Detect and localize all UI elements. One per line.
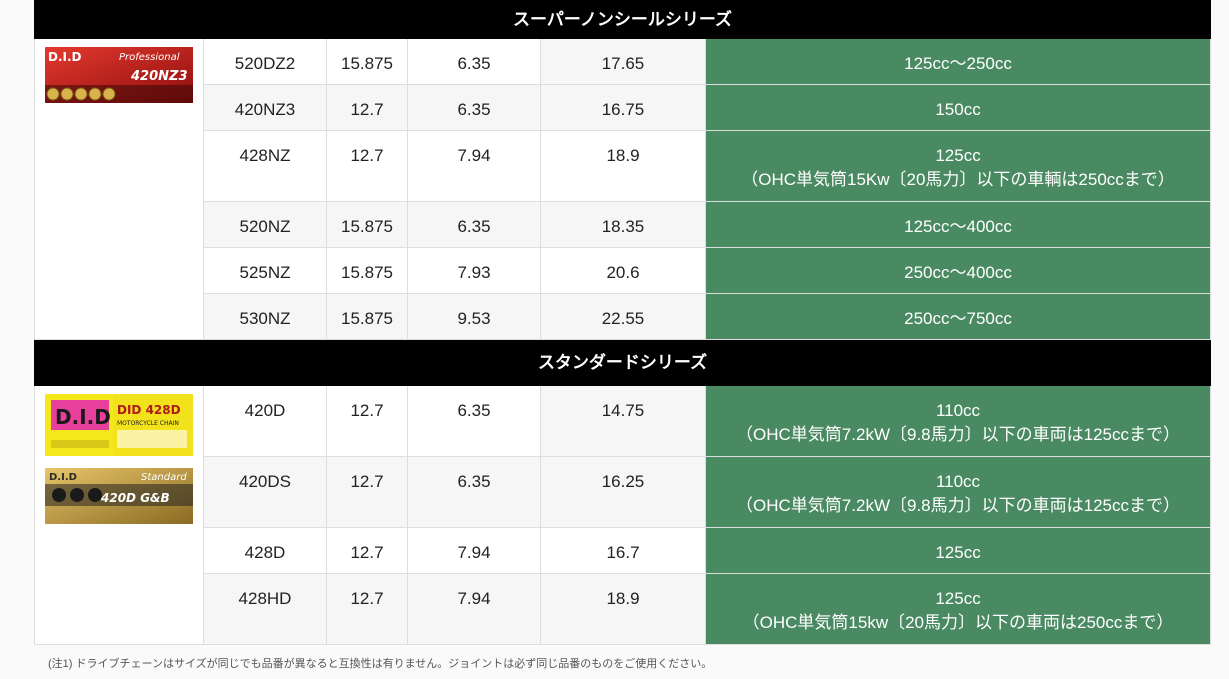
logo-series-text: Standard — [141, 472, 187, 483]
cell-width: 7.94 — [407, 573, 541, 645]
cell-height: 17.65 — [540, 38, 706, 85]
chain-spec-table: スーパーノンシールシリーズ — [33, 0, 1212, 645]
did-428d-logo: D.I.D DID 428D MOTORCYCLE CHAIN — [45, 394, 203, 456]
usage-main: 125cc～400cc — [904, 217, 1012, 236]
table-row: 428NZ 12.7 7.94 18.9 125cc （OHC単気筒15Kw〔2… — [35, 130, 1212, 202]
cell-height: 22.55 — [540, 293, 706, 340]
usage-note: （OHC単気筒7.2kW〔9.8馬力〕以下の車両は125ccまで） — [736, 496, 1180, 515]
did-professional-420nz3-logo: D.I.D Professional 420NZ3 — [45, 47, 203, 103]
cell-height: 16.25 — [540, 456, 706, 528]
usage-main: 150cc — [935, 100, 981, 119]
table-row: D.I.D DID 428D MOTORCYCLE CHAIN — [34, 385, 1212, 645]
cell-model: 525NZ — [203, 247, 327, 294]
section-header-row: スタンダードシリーズ — [33, 339, 1212, 386]
section-title-super-nonseal: スーパーノンシールシリーズ — [33, 0, 1212, 39]
cell-width: 7.94 — [407, 527, 541, 574]
usage-main: 125cc — [935, 146, 981, 165]
usage-main: 125cc～250cc — [904, 54, 1012, 73]
cell-usage: 125cc～250cc — [704, 38, 1212, 85]
table-row: 520NZ 15.875 6.35 18.35 125cc～400cc — [35, 201, 1212, 248]
table-row: 428D 12.7 7.94 16.7 125cc — [35, 527, 1212, 574]
cell-width: 7.94 — [407, 130, 541, 202]
chain-spec-table-container: スーパーノンシールシリーズ — [33, 0, 1212, 645]
logo-sub-text: MOTORCYCLE CHAIN — [117, 420, 179, 427]
table-row: 525NZ 15.875 7.93 20.6 250cc～400cc — [35, 247, 1212, 294]
cell-usage: 150cc — [704, 84, 1212, 131]
usage-main: 110cc — [935, 401, 981, 420]
cell-height: 18.9 — [540, 130, 706, 202]
section-title-standard: スタンダードシリーズ — [33, 339, 1212, 386]
footnote: (注1) ドライブチェーンはサイズが同じでも品番が異なると互換性は有りません。ジ… — [48, 658, 713, 670]
cell-usage: 250cc～750cc — [704, 293, 1212, 340]
cell-model: 428D — [203, 527, 327, 574]
cell-width: 7.93 — [407, 247, 541, 294]
cell-model: 420NZ3 — [203, 84, 327, 131]
logo-model-text: 420NZ3 — [130, 69, 188, 84]
usage-main: 125cc — [935, 589, 981, 608]
cell-model: 520DZ2 — [203, 38, 327, 85]
cell-usage: 250cc～400cc — [704, 247, 1212, 294]
cell-model: 420DS — [203, 456, 327, 528]
cell-height: 16.75 — [540, 84, 706, 131]
table-row: D.I.D Professional 420NZ3 520DZ2 15.875 … — [34, 38, 1212, 340]
cell-height: 14.75 — [540, 385, 706, 457]
logo-brand-text: D.I.D — [49, 472, 77, 483]
product-image-cell: D.I.D Professional 420NZ3 — [34, 38, 204, 340]
cell-pitch: 15.875 — [326, 293, 408, 340]
cell-pitch: 15.875 — [326, 38, 408, 85]
cell-pitch: 12.7 — [326, 84, 408, 131]
usage-main: 110cc — [935, 472, 981, 491]
table-row: 420DS 12.7 6.35 16.25 110cc （OHC単気筒7.2kW… — [35, 456, 1212, 528]
section-header-row: スーパーノンシールシリーズ — [33, 0, 1212, 39]
cell-height: 20.6 — [540, 247, 706, 294]
cell-pitch: 12.7 — [326, 456, 408, 528]
cell-usage: 110cc （OHC単気筒7.2kW〔9.8馬力〕以下の車両は125ccまで） — [704, 456, 1212, 528]
table-row: 530NZ 15.875 9.53 22.55 250cc～750cc — [35, 293, 1212, 340]
cell-usage: 110cc （OHC単気筒7.2kW〔9.8馬力〕以下の車両は125ccまで） — [704, 385, 1212, 457]
cell-height: 18.9 — [540, 573, 706, 645]
usage-main: 125cc — [935, 543, 981, 562]
usage-main: 250cc～400cc — [904, 263, 1012, 282]
cell-model: 520NZ — [203, 201, 327, 248]
cell-usage: 125cc — [704, 527, 1212, 574]
cell-model: 428HD — [203, 573, 327, 645]
cell-width: 6.35 — [407, 456, 541, 528]
cell-pitch: 12.7 — [326, 130, 408, 202]
cell-pitch: 15.875 — [326, 247, 408, 294]
usage-note: （OHC単気筒15kw〔20馬力〕以下の車両は250ccまで） — [742, 613, 1174, 632]
cell-model: 530NZ — [203, 293, 327, 340]
cell-pitch: 12.7 — [326, 527, 408, 574]
usage-note: （OHC単気筒7.2kW〔9.8馬力〕以下の車両は125ccまで） — [736, 425, 1180, 444]
did-standard-420d-logo: D.I.D Standard 420D G&B — [45, 468, 203, 524]
logo-brand-text: D.I.D — [55, 405, 111, 429]
cell-pitch: 12.7 — [326, 385, 408, 457]
logo-series-text: Professional — [119, 52, 180, 63]
table-row: 428HD 12.7 7.94 18.9 125cc （OHC単気筒15kw〔2… — [35, 573, 1212, 645]
logo-model-text: DID 428D — [117, 403, 181, 417]
cell-model: 420D — [203, 385, 327, 457]
cell-pitch: 12.7 — [326, 573, 408, 645]
cell-height: 18.35 — [540, 201, 706, 248]
product-image-cell: D.I.D DID 428D MOTORCYCLE CHAIN — [34, 385, 204, 645]
cell-width: 6.35 — [407, 201, 541, 248]
cell-height: 16.7 — [540, 527, 706, 574]
cell-usage: 125cc～400cc — [704, 201, 1212, 248]
cell-model: 428NZ — [203, 130, 327, 202]
table-row: 420NZ3 12.7 6.35 16.75 150cc — [35, 84, 1212, 131]
cell-pitch: 15.875 — [326, 201, 408, 248]
cell-width: 6.35 — [407, 38, 541, 85]
cell-usage: 125cc （OHC単気筒15Kw〔20馬力〕以下の車輌は250ccまで） — [704, 130, 1212, 202]
cell-usage: 125cc （OHC単気筒15kw〔20馬力〕以下の車両は250ccまで） — [704, 573, 1212, 645]
logo-model-text: 420D G&B — [100, 491, 170, 505]
logo-brand-text: D.I.D — [48, 50, 82, 64]
cell-width: 6.35 — [407, 385, 541, 457]
usage-note: （OHC単気筒15Kw〔20馬力〕以下の車輌は250ccまで） — [741, 170, 1175, 189]
cell-width: 6.35 — [407, 84, 541, 131]
cell-width: 9.53 — [407, 293, 541, 340]
usage-main: 250cc～750cc — [904, 309, 1012, 328]
